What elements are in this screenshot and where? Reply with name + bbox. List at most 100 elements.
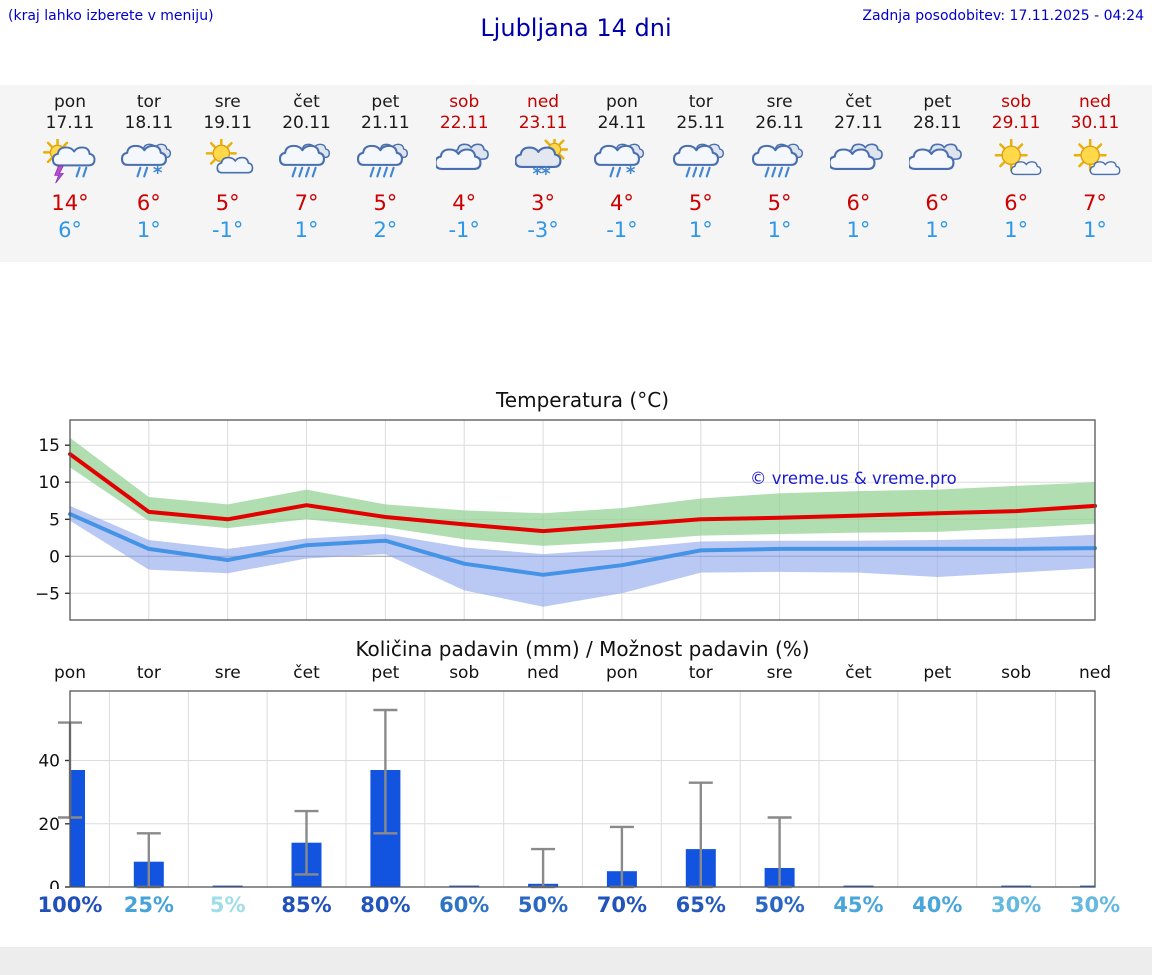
svg-text:40: 40	[38, 752, 60, 772]
weather-icon-rain-sleet: *	[120, 143, 171, 184]
precip-probability: 30%	[991, 893, 1042, 917]
watermark: © vreme.us & vreme.pro	[750, 469, 957, 488]
svg-text:15: 15	[38, 436, 60, 456]
day-date: 26.11	[755, 113, 804, 133]
day-column-23.11[interactable]: ned 23.11 * * 3° -3°	[499, 92, 587, 244]
day-date: 27.11	[834, 113, 883, 133]
weather-icon-storm-sun	[42, 139, 96, 184]
weather-icon-heavy-rain	[278, 143, 330, 178]
precip-day-label: sob	[1001, 663, 1032, 683]
min-temperature: 1°	[1004, 218, 1029, 242]
day-date: 19.11	[203, 113, 253, 133]
day-name: tor	[136, 92, 161, 112]
precip-day-label: pon	[54, 663, 86, 683]
max-temperature: 6°	[846, 191, 871, 215]
weather-icon-cloud	[436, 143, 490, 170]
precip-probability: 40%	[912, 893, 963, 917]
min-temperature: 1°	[688, 218, 713, 242]
precip-probability: 100%	[37, 893, 103, 917]
weather-icon-heavy-rain	[672, 143, 724, 178]
temperature-chart: −5 0 5 10 15 © vreme.us & vreme.pro	[35, 419, 1097, 621]
max-temperature: 7°	[294, 191, 319, 215]
band-max-temp-range	[70, 437, 1095, 546]
max-temperature: 6°	[925, 191, 950, 215]
precip-day-label: čet	[293, 663, 320, 683]
precip-bar	[212, 885, 243, 887]
day-column-28.11[interactable]: pet 28.11 6° 1°	[893, 92, 981, 244]
day-date: 22.11	[439, 113, 489, 133]
max-temperature: 6°	[1004, 191, 1029, 215]
day-name: sre	[214, 92, 241, 112]
day-column-30.11[interactable]: ned 30.11 7° 1°	[1051, 92, 1139, 244]
day-name: pet	[923, 92, 952, 112]
day-name: pon	[54, 92, 86, 112]
footer-strip	[0, 947, 1152, 975]
day-column-19.11[interactable]: sre 19.11 5° -1°	[184, 92, 272, 244]
day-column-24.11[interactable]: pon 24.11 * 4° -1°	[578, 92, 666, 244]
precip-probability: 30%	[1069, 893, 1121, 917]
precip-day-label: ned	[1078, 663, 1112, 683]
precip-day-label: pon	[605, 663, 638, 683]
svg-text:*: *	[153, 163, 163, 184]
day-name: pon	[605, 92, 638, 112]
weather-icon-snow-sun: * *	[515, 139, 569, 185]
location-menu-note[interactable]: (kraj lahko izberete v meniju)	[8, 8, 214, 24]
precip-grid	[70, 691, 1095, 887]
max-temperature: 4°	[609, 191, 634, 215]
day-date: 25.11	[676, 113, 726, 133]
day-column-18.11[interactable]: tor 18.11 * 6° 1°	[105, 92, 193, 244]
precip-day-label: sre	[766, 663, 793, 683]
line-max-temp	[68, 452, 1097, 534]
min-temperature: -3°	[527, 218, 559, 242]
precip-probabilities: 100% 25% 5% 85% 80% 60% 50% 70% 65% 50% 45% 40% 30% 3…	[0, 893, 1152, 927]
precip-day-label: ned	[527, 663, 560, 683]
min-temperature: 1°	[925, 218, 950, 242]
day-name: ned	[1078, 92, 1112, 112]
precipitation-chart-block: Količina padavin (mm) / Možnost padavin …	[0, 637, 1152, 927]
max-temperature: 7°	[1083, 191, 1107, 215]
precip-probability: 85%	[281, 893, 332, 917]
svg-text:*: *	[626, 163, 636, 184]
day-column-25.11[interactable]: tor 25.11 5° 1°	[657, 92, 745, 244]
day-column-20.11[interactable]: čet 20.11 7° 1°	[263, 92, 351, 244]
day-name: tor	[688, 92, 713, 112]
day-name: sre	[766, 92, 793, 112]
precip-probability: 50%	[754, 893, 805, 917]
day-column-22.11[interactable]: sob 22.11 4° -1°	[420, 92, 508, 244]
temperature-chart-block: Temperatura (°C) −5 0 5 10 15 © vreme.us & vr…	[0, 388, 1152, 623]
plot-border	[69, 419, 1096, 621]
day-column-26.11[interactable]: sre 26.11 5° 1°	[736, 92, 824, 244]
min-temperature: 2°	[373, 218, 398, 242]
day-column-29.11[interactable]: sob 29.11 6° 1°	[972, 92, 1060, 244]
day-column-21.11[interactable]: pet 21.11 5° 2°	[341, 92, 429, 244]
precip-day-label: tor	[688, 663, 713, 683]
day-date: 21.11	[361, 113, 410, 133]
day-name: ned	[527, 92, 560, 112]
day-column-27.11[interactable]: čet 27.11 6° 1°	[814, 92, 902, 244]
weather-icon-sun-cloud	[205, 139, 254, 174]
min-temperature: 1°	[767, 218, 792, 242]
precip-bar	[70, 770, 85, 887]
min-temperature: 1°	[294, 218, 319, 242]
max-temperature: 14°	[51, 191, 89, 215]
svg-text:−5: −5	[35, 584, 60, 604]
weather-icon-cloud	[830, 143, 884, 170]
max-temperature: 5°	[688, 191, 713, 215]
min-temperature: 6°	[58, 218, 82, 242]
precip-y-axis: 0 20 40	[38, 752, 70, 889]
forecast-strip: pon 17.11 14° 6° tor 18.11 * 6° 1° sre 19.11 5° -1° č…	[0, 85, 1152, 262]
min-temperature: 1°	[1083, 218, 1107, 242]
page-title: Ljubljana 14 dni	[480, 14, 672, 42]
max-temperature: 5°	[373, 191, 398, 215]
header: (kraj lahko izberete v meniju) Ljubljana…	[0, 0, 1152, 52]
day-name: čet	[845, 92, 872, 112]
min-temperature: -1°	[606, 218, 638, 242]
precip-probability: 70%	[596, 893, 648, 917]
precip-probability: 5%	[209, 893, 246, 917]
precip-chart-title: Količina padavin (mm) / Možnost padavin …	[355, 637, 810, 661]
day-date: 24.11	[597, 113, 647, 133]
svg-text:20: 20	[38, 815, 60, 835]
day-column-17.11[interactable]: pon 17.11 14° 6°	[26, 92, 114, 244]
day-date: 30.11	[1070, 113, 1120, 133]
